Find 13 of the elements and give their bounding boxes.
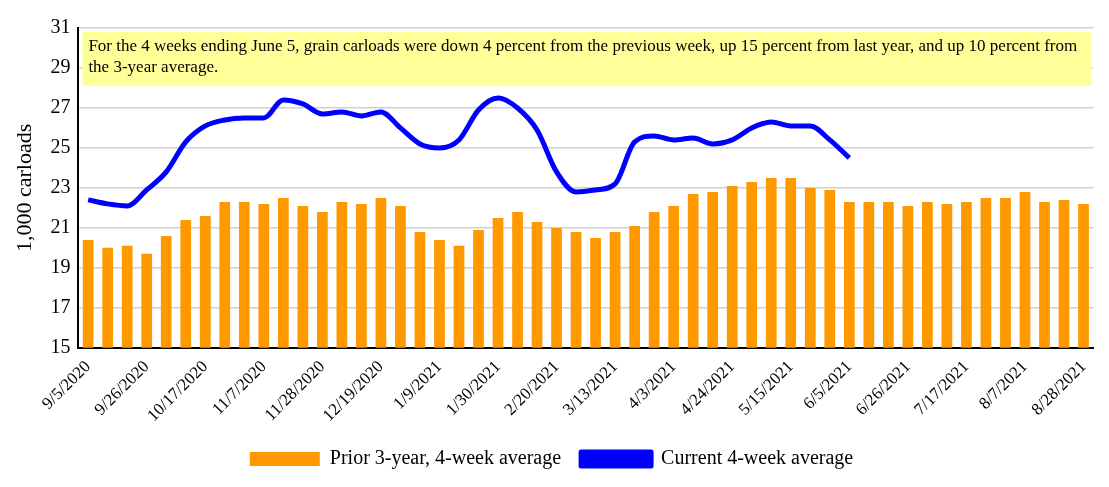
annotation: For the 4 weeks ending June 5, grain carloads were down 4 percent from the previous week, up 15 percent from last year, and up 10 percent from the 3-year average. <box>88 35 1078 76</box>
y-tick-label: 29 <box>50 55 71 78</box>
y-tick-label: 15 <box>50 335 71 358</box>
legend-label: Prior 3-year, 4-week average <box>329 446 562 470</box>
y-tick-label: 23 <box>50 175 71 198</box>
y-tick-label: 17 <box>50 295 71 318</box>
y-axis-title: 1,000 carloads <box>10 123 36 253</box>
legend-label: Current 4-week average <box>661 446 854 470</box>
y-tick-label: 19 <box>50 255 71 278</box>
y-tick-label: 27 <box>50 95 71 118</box>
y-tick-label: 21 <box>50 215 71 238</box>
y-tick-label: 31 <box>50 15 71 38</box>
y-tick-label: 25 <box>50 135 71 158</box>
